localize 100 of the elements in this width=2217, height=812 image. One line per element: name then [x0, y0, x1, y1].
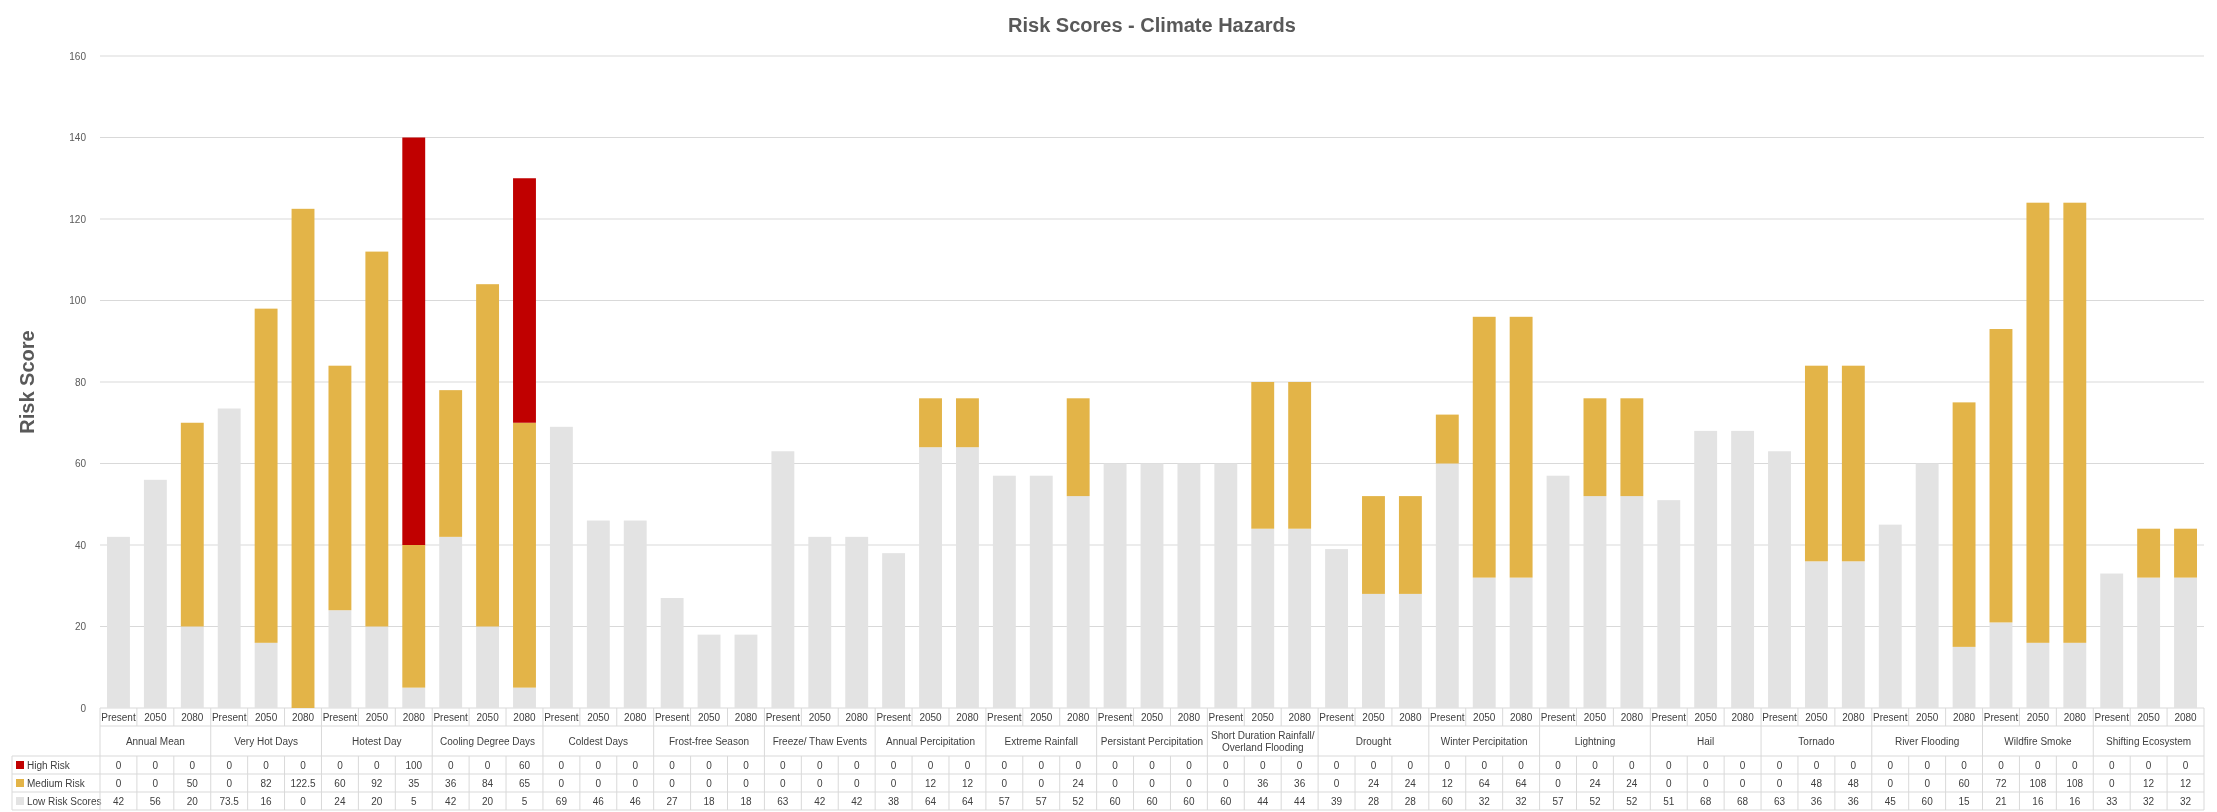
data-label: 0 [2035, 760, 2042, 771]
bar [1841, 365, 1865, 562]
x-tick-label: Present [101, 712, 136, 723]
data-label: 24 [1589, 778, 1601, 789]
y-tick-label: 80 [74, 376, 87, 388]
x-tick-label: Present [322, 712, 358, 723]
x-tick-label: Present [1097, 712, 1133, 723]
x-tick-label: Present [987, 712, 1022, 723]
data-label: 64 [1515, 778, 1528, 789]
x-tick-label: 2080 [845, 712, 869, 723]
data-label: 0 [1223, 778, 1230, 789]
data-label: 12 [2179, 778, 2192, 789]
data-label: 32 [1515, 796, 1528, 807]
x-tick-label: 2050 [1583, 712, 1607, 723]
data-label: 18 [740, 796, 752, 807]
x-tick-label: 2080 [1952, 712, 1976, 723]
data-label: 36 [445, 778, 457, 789]
data-label: 0 [226, 760, 233, 771]
data-label: 0 [1444, 760, 1451, 771]
data-label: 48 [1847, 778, 1860, 789]
y-tick-label: 120 [69, 213, 87, 225]
data-label: 0 [1739, 760, 1746, 771]
text: River Flooding [1894, 735, 1960, 747]
bar [365, 251, 389, 627]
data-label: 48 [1810, 778, 1823, 789]
x-tick-label: 2080 [624, 712, 647, 723]
data-label: 84 [482, 778, 494, 789]
data-label: 57 [1552, 796, 1565, 807]
data-label: 60 [518, 760, 531, 771]
data-label: 0 [447, 760, 454, 771]
data-label: 0 [1186, 778, 1193, 789]
data-label: 64 [1478, 778, 1491, 789]
data-label: 108 [2066, 778, 2084, 789]
data-label: 0 [1370, 760, 1377, 771]
data-label: 0 [1038, 760, 1045, 771]
data-label: 0 [1776, 760, 1783, 771]
text: Short Duration Rainfall/ Overland Flooding [1211, 729, 1315, 753]
data-label: 16 [2032, 796, 2044, 807]
data-label: 52 [1626, 796, 1638, 807]
bar [2137, 528, 2161, 578]
data-label: 0 [1075, 760, 1082, 771]
y-tick-label: 100 [69, 295, 87, 306]
text: Coldest Days [568, 735, 629, 747]
data-label: 15 [1958, 796, 1971, 807]
x-tick-label: 2080 [402, 712, 426, 723]
bar [1398, 496, 1422, 594]
x-tick-label: 2050 [2026, 712, 2050, 723]
bar [439, 390, 463, 537]
data-label: 38 [888, 796, 900, 807]
text: Shifting Ecosystem [2106, 735, 2192, 747]
legend-label: Low Risk Scores [27, 796, 102, 807]
data-label: 28 [1367, 796, 1380, 807]
data-label: 52 [1589, 796, 1601, 807]
bar [1472, 316, 1496, 578]
x-tick-label: Present [1208, 712, 1244, 723]
data-label: 35 [408, 778, 420, 789]
bar [1362, 496, 1385, 594]
data-label: 0 [300, 760, 307, 771]
text: Freeze/ Thaw Events [772, 735, 867, 747]
x-tick-label: Present [1651, 712, 1687, 723]
bar [2174, 528, 2197, 578]
data-label: 16 [2069, 796, 2081, 807]
x-tick-label: Present [1540, 712, 1576, 723]
data-label: 5 [410, 796, 417, 807]
x-tick-label: Present [1762, 712, 1797, 723]
x-tick-label: 2050 [1473, 712, 1496, 723]
x-tick-label: 2080 [1399, 712, 1422, 723]
data-label: 0 [1739, 778, 1746, 789]
bar [328, 365, 352, 611]
data-label: 0 [1186, 760, 1193, 771]
x-tick-label: 2050 [365, 712, 389, 723]
x-tick-label: 2050 [254, 712, 278, 723]
data-label: 0 [152, 778, 159, 789]
data-label: 0 [1259, 760, 1266, 771]
data-label: 0 [558, 760, 565, 771]
x-tick-label: 2050 [1251, 712, 1275, 723]
data-label: 18 [703, 796, 716, 807]
data-label: 0 [2108, 778, 2115, 789]
bar [180, 422, 204, 627]
data-label: 0 [1333, 760, 1340, 771]
y-tick-label: 160 [69, 50, 87, 62]
y-tick-label: 140 [69, 132, 87, 143]
bar [513, 178, 536, 423]
text: Persistant Percipitation [1100, 735, 1204, 747]
x-tick-label: 2050 [1362, 712, 1386, 723]
x-tick-label: 2080 [1731, 712, 1755, 723]
x-tick-label: 2080 [734, 712, 758, 723]
data-label: 0 [743, 760, 750, 771]
data-label: 12 [961, 778, 974, 789]
bar [919, 398, 942, 448]
data-label: 32 [2143, 796, 2155, 807]
data-label: 0 [374, 760, 381, 771]
data-label: 0 [780, 778, 787, 789]
data-label: 32 [2179, 796, 2192, 807]
data-label: 60 [1441, 796, 1454, 807]
x-tick-label: Present [211, 712, 247, 723]
x-tick-label: 2080 [1067, 712, 1090, 723]
data-label: 0 [115, 778, 122, 789]
text: Cooling Degree Days [440, 735, 536, 747]
data-label: 42 [851, 796, 863, 807]
